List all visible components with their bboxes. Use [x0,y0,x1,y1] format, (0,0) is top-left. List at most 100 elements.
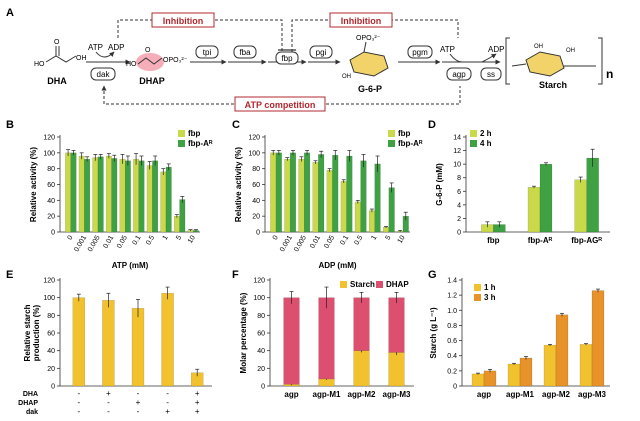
dak-label: dak [97,70,111,79]
g6p-group: OPO₃²⁻ [356,35,381,42]
chart-panel-f: F 0 20 40 60 80 100 120 Molar percentage (%) agp a… [232,269,414,399]
x-tick-label: 0.001 [279,234,294,253]
condition-mark: - [77,407,80,416]
condition-mark: + [195,407,200,416]
y-tick-label: 2 [457,216,461,223]
atp-competition-label: ATP competition [245,100,316,110]
condition-label-dha: DHA [23,391,38,398]
fba-enzyme [233,45,257,59]
y-axis-label: Molar percentage (%) [239,292,248,373]
bar-fbp-Aᴿ [318,154,325,233]
bar-fbp [326,170,333,233]
x-tick-label: fbp [487,236,500,245]
y-axis-label: Relative starch [23,304,32,361]
bar-fbp-Aᴿ [152,160,159,233]
bar-4-h [539,163,553,233]
y-tick-label: 20 [252,214,260,221]
fbp-label: fbp [281,54,293,63]
fba-label: fba [239,48,251,57]
bar-3-h [591,290,605,387]
y-tick-label: 4 [457,202,461,209]
x-tick-label: 0 [272,234,280,241]
chart-panel-e: E 0 20 40 60 80 100 120 Relative starch productio… [6,269,212,416]
g6p-oh: OH [342,74,351,80]
bar-1-h [507,363,521,387]
tpi-enzyme [195,45,219,59]
bar-fbp-Aᴿ [374,163,381,233]
bar-fbp-Aᴿ [70,152,77,233]
y-tick-label: 0 [261,384,265,391]
x-tick-label: 0.05 [116,234,129,249]
bar-fbp [312,162,319,233]
legend-swatch [178,140,185,147]
panel-label-b: B [6,119,14,131]
x-axis-label: ADP (mM) [318,261,356,270]
dhap-molecule: HO O OPO₃²⁻ DHAP [126,47,188,86]
bar-DHAP [353,297,370,351]
x-tick-label: 0.01 [102,234,115,249]
condition-mark: - [137,389,140,398]
legend-label: DHAP [386,280,409,289]
x-tick-label: 0.005 [87,234,102,253]
y-tick-label: 80 [47,166,55,173]
x-tick-label: fbp-Aᴿ [528,236,553,245]
bar-fbp-Aᴿ [84,158,91,233]
bar-fbp-Aᴿ [97,156,104,233]
inhibition-box-left [151,12,215,28]
pgm-enzyme [407,45,433,59]
y-tick-label: 40 [47,198,55,205]
y-tick-label: 100 [43,150,55,157]
legend-label: 2 h [480,129,492,138]
x-tick-label: 0.5 [353,234,364,246]
inhibition-label-right: Inhibition [341,16,382,26]
bar-2-h [574,179,587,233]
atp-competition-box [234,96,326,112]
x-tick-label: agp-M2 [348,390,377,399]
panel-label-e: E [6,269,13,281]
bar-starch [131,308,145,387]
panel-label-g: G [428,269,437,281]
bar-DHAP [388,297,405,353]
pathway-panel: A Inhibition Inhibition ATP competition … [6,7,613,112]
y-tick-label: 20 [47,366,55,373]
bar-4-h [586,157,599,233]
x-tick-label: 1 [162,234,170,241]
x-tick-label: 5 [385,234,393,241]
y-axis-label: Relative activity (%) [29,147,38,222]
legend-label: 4 h [480,139,492,148]
y-tick-label: 10 [453,162,461,169]
condition-mark: + [195,389,200,398]
bar-fbp [92,157,99,233]
y-tick-label: 14 [453,135,461,142]
legend-label: Starch [350,280,375,289]
condition-mark: + [136,398,141,407]
y-tick-label: 100 [248,150,260,157]
y-axis-label: G-6-P (mM) [435,163,444,206]
y-tick-label: 120 [43,278,55,285]
condition-mark: + [106,389,111,398]
condition-mark: + [195,398,200,407]
bar-fbp-Aᴿ [388,187,395,233]
x-tick-label: 0.01 [309,234,322,249]
starch-molecule: OH OH Starch n [505,37,613,90]
x-tick-label: fbp-AGᴿ [571,236,602,245]
y-tick-label: 1.0 [447,308,457,315]
y-axis-label-2: production (%) [32,304,41,361]
legend-label: fbp-Aᴿ [398,139,423,148]
legend-swatch [340,281,347,288]
bar-2-h [527,187,541,233]
x-tick-label: agp-M1 [313,390,342,399]
bar-starch [72,297,86,387]
y-tick-label: 40 [252,198,260,205]
y-tick-label: 0 [457,230,461,237]
dha-molecule: HO OH O DHA [34,39,87,86]
chart-panel-g: G 0 0.2 0.4 0.6 0.8 1.0 1.2 1.4 Starch (g L⁻¹) agp… [428,269,610,399]
y-tick-label: 80 [252,166,260,173]
y-tick-label: 20 [47,214,55,221]
y-tick-label: 80 [257,313,265,320]
x-tick-label: 0.5 [145,234,156,246]
starch-oh-top: OH [534,44,543,50]
bar-fbp-Aᴿ [304,152,311,233]
legend-swatch [376,281,383,288]
